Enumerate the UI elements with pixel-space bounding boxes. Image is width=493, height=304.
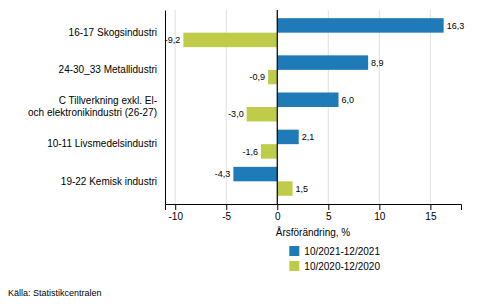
y-tick-label-line: 19-22 Kemisk industri: [61, 176, 157, 187]
x-tick-label: 10: [374, 211, 386, 222]
grid: [175, 10, 430, 204]
y-tick-label: 16-17 Skogsindustri: [69, 27, 157, 38]
x-tick: 15: [425, 204, 437, 222]
y-tick-label-line: 24-30_33 Metallidustri: [59, 64, 157, 75]
y-tick: 16-17 Skogsindustri: [69, 27, 165, 38]
data-label: -9,2: [165, 35, 181, 45]
x-tick-mark: [430, 204, 431, 210]
x-tick-mark: [379, 204, 380, 210]
legend: 10/2021-12/2021 10/2020-12/2020: [289, 246, 380, 272]
bar: [183, 33, 277, 47]
y-tick: 10-11 Livsmedelsindustri: [47, 138, 165, 149]
y-tick: C Tillverkning exkl. El-och elektronikin…: [28, 95, 165, 118]
grid-line: [379, 10, 380, 204]
grid-line: [277, 10, 278, 204]
x-tick-mark: [226, 204, 227, 210]
legend-label: 10/2020-12/2020: [304, 261, 380, 272]
x-tick: 10: [374, 204, 386, 222]
y-tick-label-line: C Tillverkning exkl. El-: [59, 95, 157, 106]
data-label: -3,0: [228, 109, 244, 119]
bar: [277, 18, 443, 32]
data-label: 8,9: [371, 58, 384, 68]
chart: -10 -5 0 5 10 15 16-17 Skogsindustri 24-30_33 M…: [0, 0, 493, 304]
y-tick-label-line: 16-17 Skogsindustri: [69, 27, 157, 38]
y-axis: 16-17 Skogsindustri 24-30_33 Metallidustr…: [28, 11, 165, 205]
bar: [268, 70, 277, 84]
x-axis-title: Årsförändring, %: [276, 226, 351, 238]
data-labels: 16,3 8,9 6,0 2,1 -4,3 -9,2 -0,9 -3,0 -1,6 1,5: [165, 21, 464, 194]
bar: [277, 55, 368, 69]
y-tick-label: 19-22 Kemisk industri: [61, 176, 157, 187]
x-tick: 5: [326, 204, 332, 222]
y-tick-label: C Tillverkning exkl. El-och elektronikin…: [28, 95, 157, 118]
data-label: -0,9: [250, 72, 266, 82]
legend-item: 10/2021-12/2021: [289, 246, 380, 257]
legend-item: 10/2020-12/2020: [289, 261, 380, 272]
legend-swatch: [289, 246, 299, 256]
x-tick-mark: [277, 204, 278, 210]
y-tick-label: 10-11 Livsmedelsindustri: [47, 138, 157, 149]
x-tick-label: 15: [425, 211, 437, 222]
bar: [277, 130, 298, 144]
bar: [247, 107, 278, 121]
bar: [233, 167, 277, 181]
legend-swatch: [289, 261, 299, 271]
y-tick-label: 24-30_33 Metallidustri: [59, 64, 157, 75]
x-tick-mark: [175, 204, 176, 210]
x-tick: -10: [168, 204, 183, 222]
x-tick-label: -5: [222, 211, 231, 222]
bar: [277, 93, 338, 107]
bar: [277, 181, 292, 195]
bar: [261, 144, 277, 158]
x-tick: -5: [222, 204, 231, 222]
bars: [183, 18, 443, 196]
grid-line: [430, 10, 431, 204]
data-label: 1,5: [296, 184, 309, 194]
annotation: Källa: Statistikcentralen: [8, 288, 102, 298]
y-tick-label-line: 10-11 Livsmedelsindustri: [47, 138, 157, 149]
x-axis: -10 -5 0 5 10 15: [166, 204, 462, 222]
data-label: -4,3: [215, 169, 231, 179]
y-tick: 24-30_33 Metallidustri: [59, 64, 165, 75]
data-label: 2,1: [302, 132, 315, 142]
x-axis-line: [166, 205, 462, 211]
y-tick-label-line: och elektronikindustri (26-27): [28, 107, 157, 118]
y-tick: 19-22 Kemisk industri: [61, 176, 165, 187]
data-label: -1,6: [242, 147, 258, 157]
x-tick-label: -10: [168, 211, 183, 222]
data-label: 6,0: [342, 95, 355, 105]
x-tick-label: 5: [326, 211, 332, 222]
x-tick-mark: [328, 204, 329, 210]
x-tick-label: 0: [275, 211, 281, 222]
data-label: 16,3: [447, 21, 465, 31]
legend-label: 10/2021-12/2021: [304, 246, 380, 257]
bar-series: [183, 33, 292, 196]
zero-line: [277, 10, 278, 204]
x-tick: 0: [275, 204, 281, 222]
plot: -10 -5 0 5 10 15 16-17 Skogsindustri 24-30_33 M…: [28, 10, 464, 272]
